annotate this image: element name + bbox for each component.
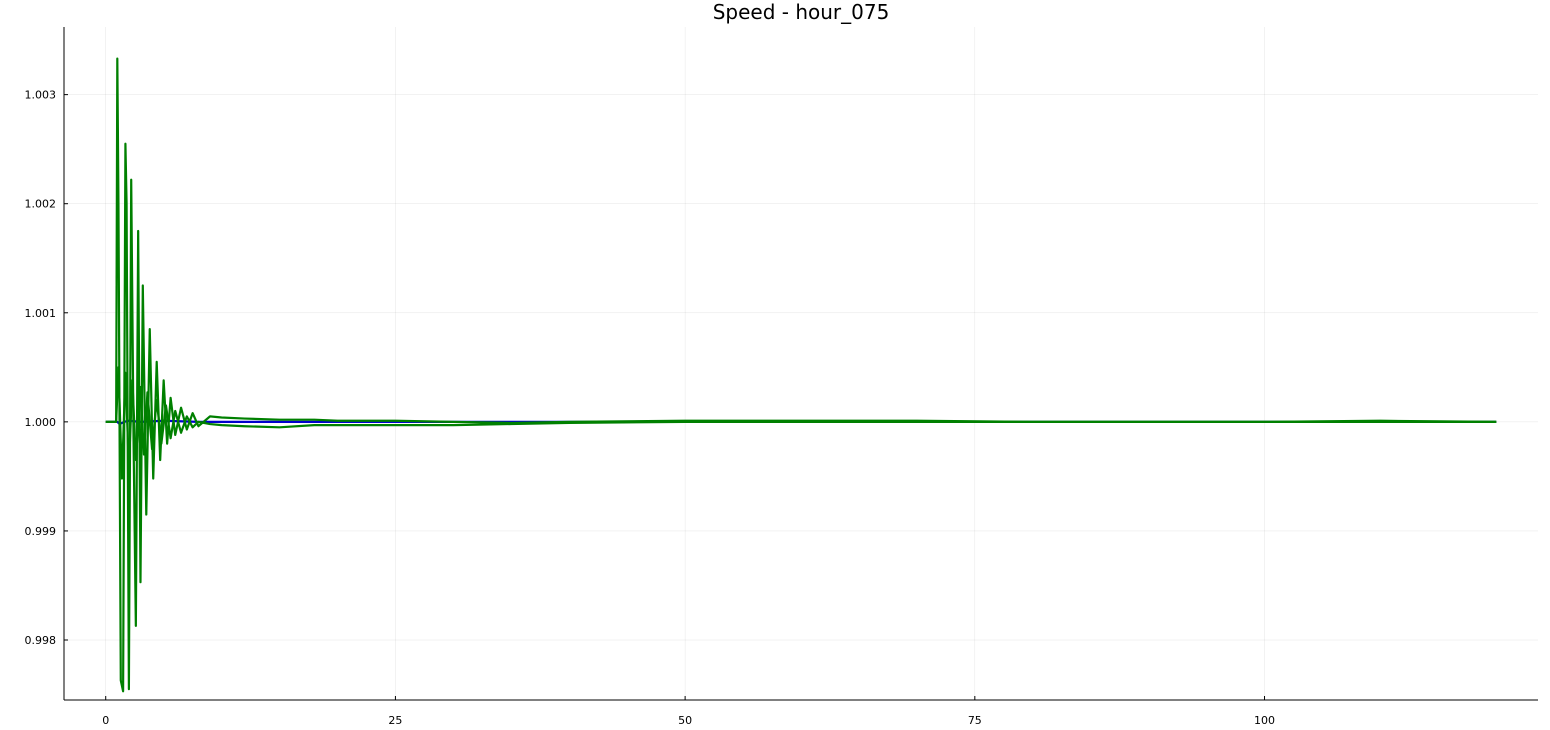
y-tick-label: 1.003	[25, 89, 57, 102]
y-tick-label: 1.001	[25, 307, 57, 320]
y-tick-label: 0.998	[25, 634, 57, 647]
x-tick-label: 50	[678, 714, 692, 727]
grid	[64, 27, 1538, 700]
x-tick-label: 0	[102, 714, 109, 727]
y-tick-label: 0.999	[25, 525, 57, 538]
y-tick-label: 1.002	[25, 198, 57, 211]
tick-labels: 0 25 50 75 100 0.998 0.999 1.000 1.001 1.002 1.003	[25, 89, 1276, 727]
series-lines	[105, 57, 1497, 693]
chart-title: Speed - hour_075	[712, 0, 890, 24]
x-tick-label: 25	[388, 714, 402, 727]
axes	[63, 27, 1538, 701]
series-line-3	[105, 366, 1497, 480]
x-tick-label: 75	[968, 714, 982, 727]
series-line-2	[105, 57, 1497, 693]
y-tick-label: 1.000	[25, 416, 57, 429]
x-tick-label: 100	[1254, 714, 1275, 727]
